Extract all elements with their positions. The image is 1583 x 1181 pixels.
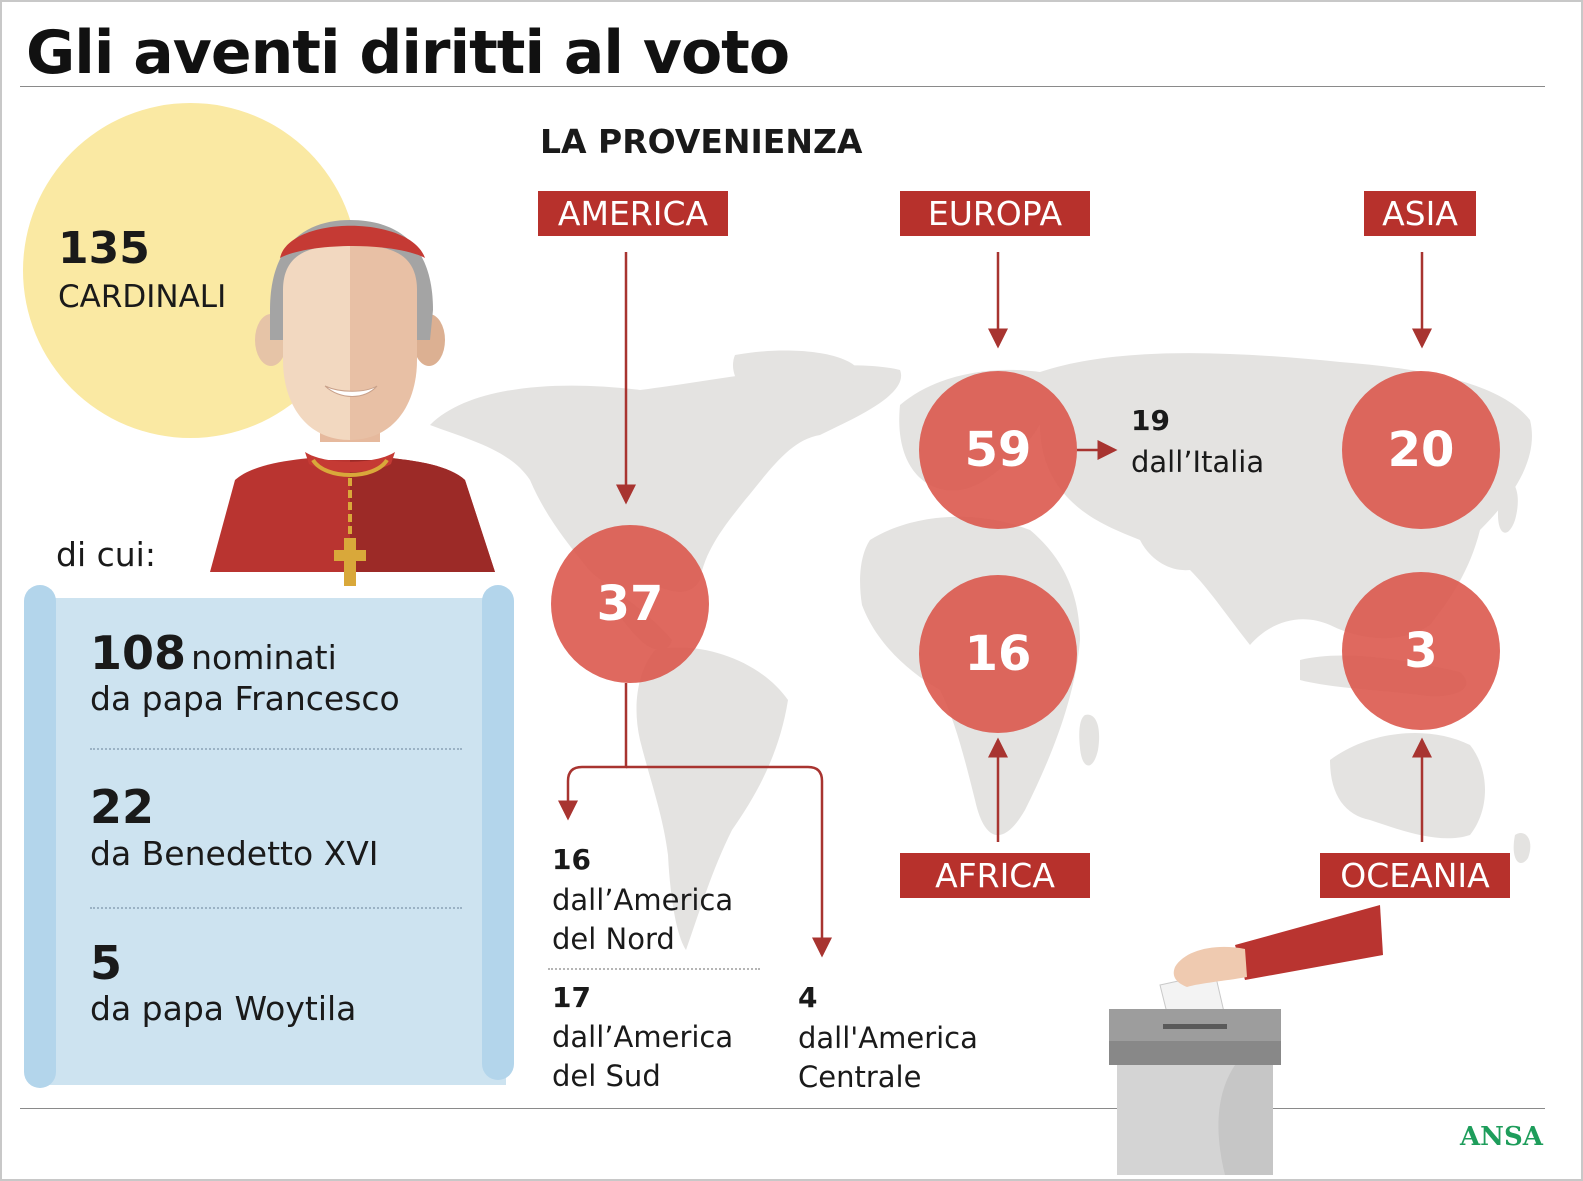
america-centrale-number: 4 <box>798 981 818 1014</box>
breakdown-text: da Benedetto XVI <box>90 834 379 873</box>
subset-intro: di cui: <box>56 535 156 574</box>
region-circle-oceania: 3 <box>1342 572 1500 730</box>
italia-number: 19 <box>1131 404 1170 437</box>
region-tag-asia: ASIA <box>1364 191 1476 236</box>
breakdown-number: 108 <box>90 626 187 680</box>
breakdown-divider <box>90 748 462 750</box>
scroll-roll-right <box>482 585 514 1080</box>
region-circle-africa: 16 <box>919 575 1077 733</box>
breakdown-divider <box>90 907 462 909</box>
america-nord-line2: del Nord <box>552 922 675 956</box>
region-tag-africa: AFRICA <box>900 853 1090 898</box>
italia-text: dall’Italia <box>1131 445 1265 479</box>
source-logo: ANSA <box>1460 1122 1543 1152</box>
section-title: LA PROVENIENZA <box>540 122 863 161</box>
america-sud-line2: del Sud <box>552 1059 661 1093</box>
america-sud-number: 17 <box>552 981 591 1014</box>
america-centrale-line2: Centrale <box>798 1060 922 1094</box>
arrow-america-nord <box>558 683 628 821</box>
breakdown-suffix: nominati <box>191 638 337 677</box>
america-sub-divider <box>548 968 760 970</box>
region-tag-oceania: OCEANIA <box>1320 853 1510 898</box>
total-number: 135 <box>58 223 150 274</box>
region-circle-america: 37 <box>551 525 709 683</box>
america-centrale-line1: dall'America <box>798 1021 978 1055</box>
breakdown-text: da papa Woytila <box>90 989 357 1028</box>
breakdown-number: 22 <box>90 780 155 834</box>
breakdown-number: 5 <box>90 936 123 990</box>
page-title: Gli aventi diritti al voto <box>26 18 790 88</box>
breakdown-scroll <box>32 598 506 1085</box>
america-nord-line1: dall’America <box>552 883 734 917</box>
region-tag-america: AMERICA <box>538 191 728 236</box>
cardinal-illustration <box>210 220 495 586</box>
region-tag-europa: EUROPA <box>900 191 1090 236</box>
total-label: CARDINALI <box>58 279 227 315</box>
scroll-roll-left <box>24 585 56 1088</box>
arrow-america-centrale <box>626 765 832 958</box>
region-circle-asia: 20 <box>1342 371 1500 529</box>
footer-divider <box>20 1108 1545 1109</box>
america-nord-number: 16 <box>552 843 591 876</box>
breakdown-item-francesco: 108 nominati <box>90 626 337 680</box>
breakdown-text: da papa Francesco <box>90 679 400 718</box>
region-circle-europa: 59 <box>919 371 1077 529</box>
america-sud-line1: dall’America <box>552 1020 734 1054</box>
title-divider <box>20 86 1545 87</box>
ballot-box-illustration <box>1109 905 1383 1175</box>
